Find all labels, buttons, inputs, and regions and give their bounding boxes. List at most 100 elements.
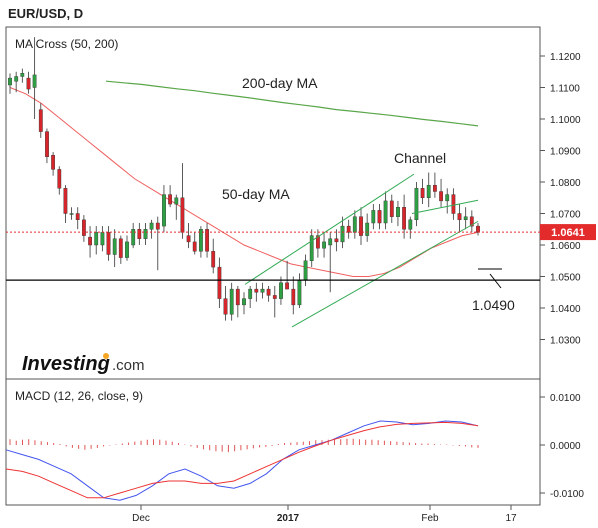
candle-up [383,200,388,224]
candle-up [396,206,400,217]
candle-down [235,288,240,306]
candle-down [402,206,406,230]
ma50-line [9,87,479,277]
candle-up [229,288,234,315]
macd-y-tick-label: 0.0000 [550,441,581,452]
candle-down [45,131,49,158]
candle-up [371,210,376,224]
candle-down [346,225,351,233]
candle-down [186,235,191,243]
candle-down [106,232,111,255]
candle-up [322,241,326,249]
level-pointer [478,268,502,289]
symbol-title: EUR/USD, D [8,6,83,21]
channel-lower-line [291,220,479,328]
candle-up [463,216,468,220]
candle-down [291,288,296,306]
x-tick-label: 17 [505,513,517,524]
candle-up [8,77,12,86]
current-price-label: 1.0641 [551,227,585,239]
candle-down [433,184,437,192]
candle-down [38,109,43,132]
investing-logo: Investing .com [22,353,145,375]
candle-down [254,288,259,293]
candle-down [316,235,320,249]
candle-down [26,77,31,90]
candle-down [266,288,271,296]
candle-down [180,197,185,233]
candle-down [168,194,172,205]
candle-down [118,238,123,258]
candle-down [51,154,56,170]
candle-down [476,225,480,233]
candle-up [260,288,265,293]
channel-upper-line-2 [411,199,479,214]
candle-up [297,279,302,306]
candle-down [211,251,216,268]
candle-down [285,282,289,290]
candle-up [32,74,37,88]
candle-up [162,194,166,227]
candle-down [81,219,86,236]
macd-lines [5,420,479,501]
macd-line-path [5,420,479,501]
x-axis: Dec 2017 Feb 17 [132,505,517,524]
candles [8,37,480,321]
candle-up [14,76,19,82]
candle-up [445,194,450,202]
candle-up [408,219,413,230]
candle-down [334,238,339,243]
candle-up [242,298,246,306]
ma-cross-label: MA Cross (50, 200) [15,37,118,51]
y-tick-label: 1.1000 [550,115,581,126]
y-tick-label: 1.0700 [550,210,581,221]
candle-down [192,241,197,252]
macd-y-axis: 0.0100 0.0000 -0.0100 [540,393,584,500]
ma50-path [9,87,479,277]
macd-y-tick-label: -0.0100 [550,489,584,500]
candle-up [94,232,99,246]
candle-up [143,229,148,239]
signal-line-path [5,421,479,499]
candle-down [272,295,277,299]
candle-down [223,298,228,315]
candle-up [112,238,117,255]
candle-up [20,73,25,77]
candle-up [69,213,74,215]
candle-up [365,222,370,236]
candle-down [359,216,363,236]
candle-down [137,229,142,239]
candle-down [439,191,443,202]
candle-down [63,188,68,214]
candle-up [125,241,129,258]
candle-down [155,222,160,230]
candle-down [75,213,80,221]
candle-up [149,222,154,230]
candle-down [217,266,222,299]
logo-suffix-text: .com [112,357,145,374]
candle-up [279,282,283,299]
candle-down [88,236,93,246]
candle-up [352,216,357,233]
y-tick-label: 1.0300 [550,336,581,347]
candle-up [426,184,431,198]
ma50-annotation: 50-day MA [222,186,290,202]
candle-up [131,229,136,246]
macd-label: MACD (12, 26, close, 9) [15,389,143,403]
candle-down [420,188,425,199]
y-tick-label: 1.0400 [550,304,581,315]
candle-down [451,194,456,214]
y-tick-label: 1.1200 [550,52,581,63]
level-annotation: 1.0490 [472,297,515,313]
candle-up [248,288,253,299]
candle-down [377,210,382,224]
candle-up [340,225,345,243]
candle-up [198,229,203,252]
y-tick-label: 1.1100 [550,84,580,95]
x-tick-label: Dec [132,513,150,524]
x-tick-label: Feb [421,513,439,524]
x-tick-label: 2017 [277,513,300,524]
ma200-path [105,80,479,127]
candle-down [205,229,209,252]
